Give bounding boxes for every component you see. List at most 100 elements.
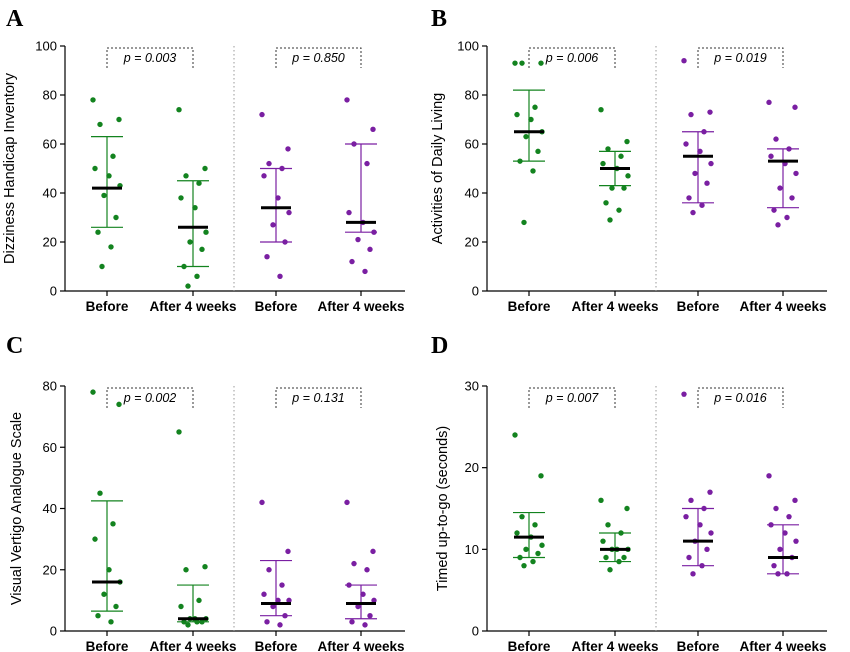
series-1-before: [90, 389, 123, 625]
data-point: [181, 263, 187, 270]
x-category-label: After 4 weeks: [571, 639, 658, 652]
data-point: [793, 538, 799, 544]
x-category-label: After 4 weeks: [317, 299, 404, 314]
data-point: [704, 546, 710, 553]
significance-bracket: [275, 47, 362, 68]
series-2-after: [766, 99, 799, 228]
x-category-label: Before: [255, 639, 298, 652]
data-point: [690, 209, 696, 216]
data-point: [116, 401, 122, 408]
data-point: [530, 558, 536, 565]
data-point: [624, 138, 630, 145]
y-tick-label: 20: [43, 562, 57, 577]
significance-bracket: [697, 387, 784, 408]
data-point: [259, 499, 265, 506]
x-category-label: Before: [508, 639, 551, 652]
data-point: [523, 546, 529, 553]
data-point: [275, 597, 281, 604]
p-value-label: p = 0.002: [123, 391, 177, 405]
data-point: [707, 489, 713, 495]
y-tick-label: 60: [43, 137, 57, 152]
data-point: [116, 116, 122, 123]
data-point: [603, 200, 609, 206]
data-point: [362, 268, 368, 275]
panel-b: B Activities of Daily Living 0 20 40 60 80 100 B…: [430, 6, 827, 314]
data-point: [773, 505, 779, 512]
data-point: [261, 591, 267, 597]
data-point: [683, 141, 689, 147]
data-point: [110, 153, 116, 159]
y-axis-label: Activities of Daily Living: [430, 93, 446, 245]
data-point: [771, 562, 777, 569]
data-point: [625, 173, 631, 179]
data-point: [697, 148, 703, 155]
data-point: [605, 522, 611, 528]
data-point: [196, 597, 202, 604]
p-value-label: p = 0.006: [545, 51, 599, 65]
y-tick-label: 60: [465, 137, 479, 152]
data-point: [282, 239, 288, 245]
data-point: [784, 214, 790, 221]
data-point: [106, 173, 112, 179]
y-tick-label: 100: [457, 39, 479, 54]
data-point: [97, 490, 103, 496]
data-point: [183, 173, 189, 179]
data-point: [95, 612, 101, 619]
data-point: [346, 209, 352, 216]
data-point: [701, 505, 707, 512]
data-point: [371, 229, 377, 235]
data-point: [355, 236, 361, 243]
y-tick-label: 40: [43, 501, 57, 516]
data-point: [181, 619, 187, 625]
series-2-before: [259, 499, 292, 628]
panel-letter: B: [431, 6, 447, 32]
data-point: [517, 158, 523, 164]
data-point: [178, 195, 184, 201]
data-point: [270, 222, 276, 228]
data-point: [609, 185, 615, 191]
data-point: [364, 567, 370, 573]
data-point: [521, 562, 527, 569]
x-category-label: After 4 weeks: [739, 299, 826, 314]
data-point: [528, 116, 534, 123]
x-category-label: Before: [255, 299, 298, 314]
x-category-label: After 4 weeks: [739, 639, 826, 652]
data-point: [607, 567, 613, 573]
data-point: [681, 391, 687, 397]
y-tick-label: 40: [465, 186, 479, 201]
data-point: [688, 111, 694, 118]
y-tick-label: 20: [465, 235, 479, 250]
data-point: [264, 619, 270, 625]
data-point: [370, 548, 376, 555]
data-point: [532, 522, 538, 528]
y-tick-label: 10: [465, 542, 479, 557]
data-point: [351, 560, 357, 567]
y-tick-label: 0: [50, 284, 57, 299]
data-point: [95, 229, 101, 235]
data-point: [108, 619, 114, 625]
data-point: [199, 246, 205, 253]
panel-letter: C: [6, 333, 23, 359]
series-2-before: [681, 58, 714, 216]
data-point: [701, 129, 707, 135]
data-point: [792, 104, 798, 110]
data-point: [259, 111, 265, 118]
data-point: [113, 603, 119, 610]
p-value-label: p = 0.003: [123, 51, 177, 65]
y-tick-label: 20: [465, 460, 479, 475]
data-point: [176, 107, 182, 113]
data-point: [194, 273, 200, 279]
data-point: [346, 582, 352, 588]
data-point: [97, 121, 103, 128]
y-tick-label: 0: [472, 284, 479, 299]
data-point: [775, 571, 781, 577]
data-point: [344, 97, 350, 103]
data-point: [624, 505, 630, 512]
data-point: [367, 246, 373, 253]
data-point: [519, 513, 525, 520]
data-point: [285, 548, 291, 555]
data-point: [699, 562, 705, 569]
y-axis-label: Dizziness Handicap Inventory: [2, 72, 18, 264]
data-point: [266, 567, 272, 573]
x-category-label: After 4 weeks: [571, 299, 658, 314]
